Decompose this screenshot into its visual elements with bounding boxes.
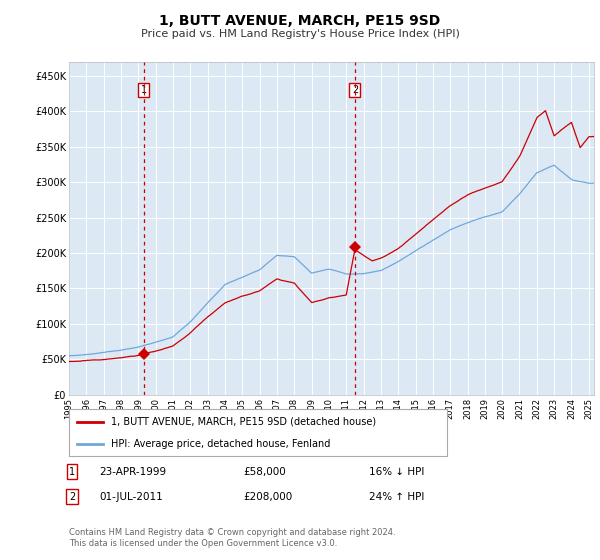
Text: 1, BUTT AVENUE, MARCH, PE15 9SD (detached house): 1, BUTT AVENUE, MARCH, PE15 9SD (detache… — [110, 417, 376, 427]
Text: 16% ↓ HPI: 16% ↓ HPI — [369, 466, 424, 477]
Text: 2: 2 — [352, 85, 358, 95]
Text: £208,000: £208,000 — [243, 492, 292, 502]
Text: 1: 1 — [69, 466, 75, 477]
Text: HPI: Average price, detached house, Fenland: HPI: Average price, detached house, Fenl… — [110, 438, 330, 449]
Text: 2: 2 — [69, 492, 75, 502]
Text: 1, BUTT AVENUE, MARCH, PE15 9SD: 1, BUTT AVENUE, MARCH, PE15 9SD — [160, 14, 440, 28]
Text: 01-JUL-2011: 01-JUL-2011 — [99, 492, 163, 502]
Text: 23-APR-1999: 23-APR-1999 — [99, 466, 166, 477]
Text: Contains HM Land Registry data © Crown copyright and database right 2024.
This d: Contains HM Land Registry data © Crown c… — [69, 528, 395, 548]
Text: 24% ↑ HPI: 24% ↑ HPI — [369, 492, 424, 502]
Text: £58,000: £58,000 — [243, 466, 286, 477]
Text: Price paid vs. HM Land Registry's House Price Index (HPI): Price paid vs. HM Land Registry's House … — [140, 29, 460, 39]
Text: 1: 1 — [140, 85, 147, 95]
